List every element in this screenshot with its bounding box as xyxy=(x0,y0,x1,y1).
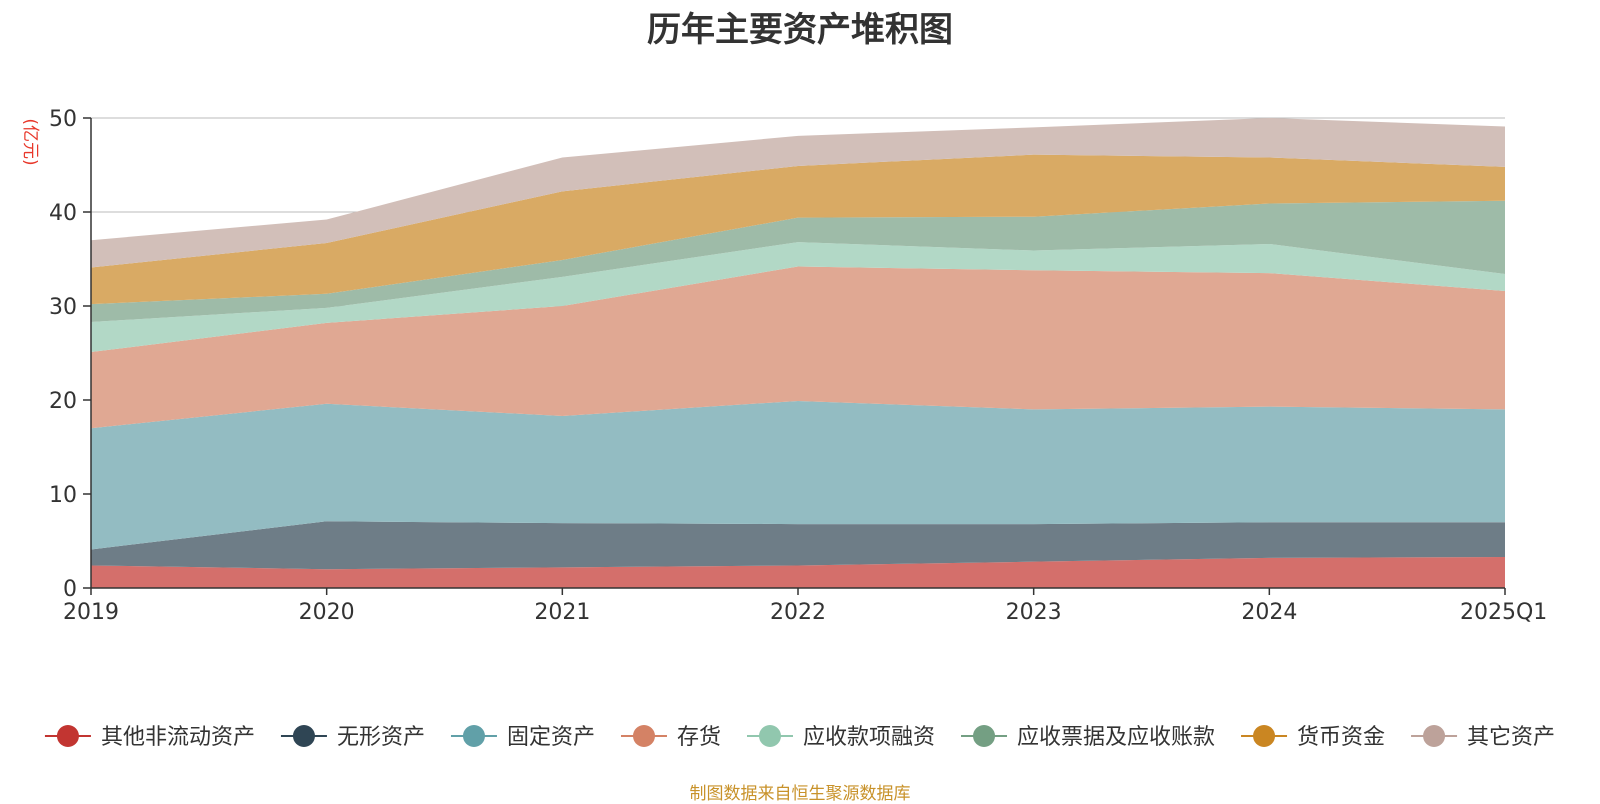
legend-label: 固定资产 xyxy=(507,725,595,750)
legend-label: 其他非流动资产 xyxy=(101,725,255,750)
source-note: 制图数据来自恒生聚源数据库 xyxy=(689,784,911,804)
y-tick-label: 50 xyxy=(49,107,77,132)
area-series-3[interactable] xyxy=(91,266,1505,429)
legend-item-7[interactable]: 其它资产 xyxy=(1411,725,1555,750)
y-tick-label: 40 xyxy=(49,201,77,226)
legend-item-1[interactable]: 无形资产 xyxy=(280,725,425,750)
legend-dot-icon xyxy=(759,725,781,747)
area-series-group xyxy=(91,118,1505,588)
y-tick-label: 10 xyxy=(49,483,77,508)
area-series-4[interactable] xyxy=(91,242,1505,353)
legend-item-2[interactable]: 固定资产 xyxy=(450,725,595,750)
legend-label: 无形资产 xyxy=(337,725,425,750)
legend-dot-icon xyxy=(462,725,485,747)
x-tick-label: 2022 xyxy=(770,600,826,625)
legend-dot-icon xyxy=(973,725,996,747)
y-tick-label: 30 xyxy=(49,295,77,320)
legend-item-4[interactable]: 应收款项融资 xyxy=(747,725,935,750)
area-series-7[interactable] xyxy=(91,118,1505,268)
x-tick-label: 2024 xyxy=(1241,600,1297,625)
legend-label: 存货 xyxy=(677,725,721,750)
x-tick-label: 2023 xyxy=(1006,600,1062,625)
chart-title: 历年主要资产堆积图 xyxy=(647,10,953,50)
y-tick-label: 20 xyxy=(49,389,77,414)
legend-item-5[interactable]: 应收票据及应收账款 xyxy=(961,725,1215,750)
legend-dot-icon xyxy=(632,725,655,747)
y-axis-label: (亿元) xyxy=(20,118,40,165)
area-series-1[interactable] xyxy=(91,521,1505,570)
area-series-6[interactable] xyxy=(91,154,1505,305)
legend-label: 其它资产 xyxy=(1467,725,1555,750)
legend-item-3[interactable]: 存货 xyxy=(620,725,721,750)
area-series-2[interactable] xyxy=(91,400,1505,550)
x-tick-label: 2025Q1 xyxy=(1460,600,1547,625)
x-tick-label: 2021 xyxy=(534,600,590,625)
y-tick-label: 0 xyxy=(63,577,77,602)
legend-item-6[interactable]: 货币资金 xyxy=(1241,725,1385,750)
legend-dot-icon xyxy=(56,725,79,747)
legend-dot-icon xyxy=(1253,725,1276,747)
legend-item-0[interactable]: 其他非流动资产 xyxy=(44,725,255,750)
x-tick-label: 2019 xyxy=(63,600,119,625)
axes: 0 10 20 30 40 50 2019 2020 2021 2022 2023 2024 2025Q… xyxy=(49,107,1547,625)
legend: 其他非流动资产 无形资产 固定资产 存货 应收款项融资 应收票据及应收账款 货币资金 其它资产 xyxy=(0,718,1600,754)
legend-dot-icon xyxy=(1423,725,1446,747)
area-series-5[interactable] xyxy=(91,200,1505,322)
legend-dot-icon xyxy=(292,725,315,747)
legend-label: 应收票据及应收账款 xyxy=(1017,725,1215,750)
legend-label: 应收款项融资 xyxy=(803,725,935,750)
x-tick-label: 2020 xyxy=(299,600,355,625)
legend-label: 货币资金 xyxy=(1297,725,1385,750)
area-series-0[interactable] xyxy=(91,556,1505,588)
